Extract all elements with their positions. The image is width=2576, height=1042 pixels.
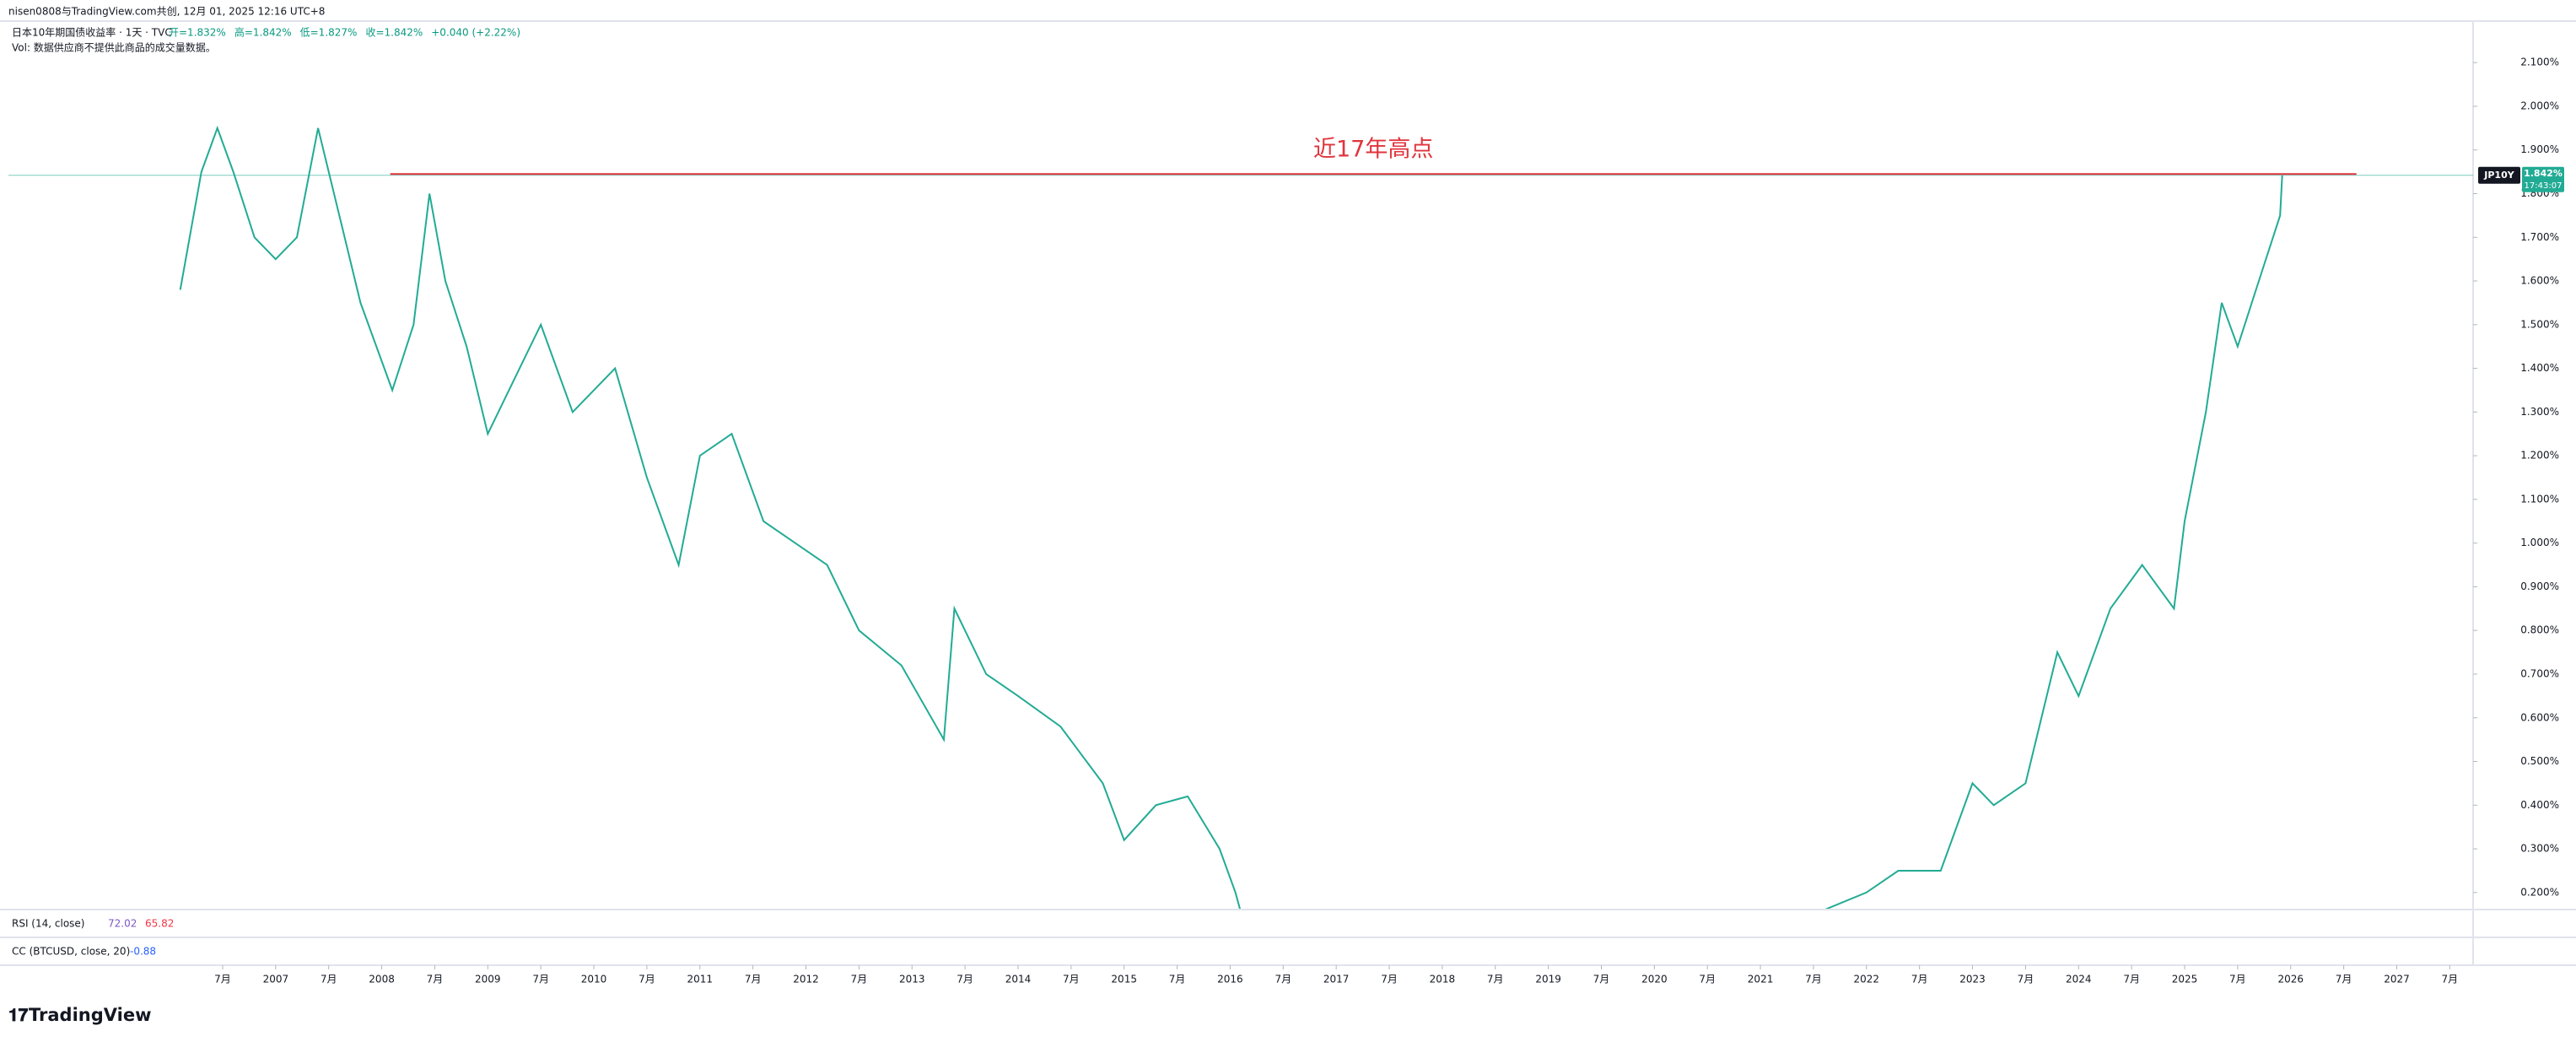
x-tick-label: 2007 [263, 974, 289, 985]
x-tick-label: 2015 [1111, 974, 1137, 985]
y-tick-label: 1.300% [2520, 406, 2559, 418]
x-tick-label: 7月 [745, 974, 762, 985]
x-tick-label: 2024 [2066, 974, 2092, 985]
x-tick-label: 2011 [687, 974, 713, 985]
y-tick-label: 2.100% [2520, 57, 2559, 68]
y-tick-label: 1.400% [2520, 362, 2559, 374]
x-tick-label: 7月 [427, 974, 444, 985]
x-tick-label: 7月 [1487, 974, 1504, 985]
x-tick-label: 2027 [2384, 974, 2410, 985]
x-tick-label: 2018 [1430, 974, 1456, 985]
plot-area [8, 125, 2473, 909]
y-tick-label: 1.200% [2520, 450, 2559, 462]
x-tick-label: 2017 [1323, 974, 1350, 985]
rsi-value: 65.82 [145, 918, 174, 930]
y-tick-label: 0.600% [2520, 711, 2559, 723]
symbol-tag-text: JP10Y [2483, 170, 2514, 181]
y-tick-label: 0.200% [2520, 886, 2559, 898]
x-tick-label: 2010 [581, 974, 607, 985]
symbol-tag [2478, 166, 2520, 184]
x-tick-label: 2008 [369, 974, 395, 985]
price-tag [2522, 166, 2564, 192]
x-tick-label: 2021 [1748, 974, 1774, 985]
x-tick-label: 7月 [1805, 974, 1822, 985]
x-tick-label: 2014 [1005, 974, 1032, 985]
y-tick-label: 0.900% [2520, 580, 2559, 592]
x-tick-label: 2016 [1217, 974, 1243, 985]
x-tick-label: 2025 [2172, 974, 2198, 985]
ohlc-item: 收=1.842% [365, 27, 423, 39]
ohlc-item: 低=1.827% [300, 27, 358, 39]
rsi-name: RSI (14, close) [12, 918, 84, 930]
symbol: 日本10年期国债收益率 · 1天 · TVC [12, 26, 172, 39]
x-tick-label: 7月 [1699, 974, 1716, 985]
x-tick-label: 7月 [1911, 974, 1928, 985]
x-tick-label: 7月 [1593, 974, 1610, 985]
x-tick-label: 7月 [851, 974, 868, 985]
y-tick-label: 0.500% [2520, 755, 2559, 767]
x-tick-label: 7月 [214, 974, 231, 985]
rsi-value: 72.02 [108, 918, 137, 930]
ohlc-item: 高=1.842% [234, 26, 292, 39]
price-tag-text: 1.842% [2524, 168, 2563, 179]
x-tick-label: 7月 [321, 974, 337, 985]
x-tick-label: 7月 [2123, 974, 2140, 985]
y-tick-label: 0.700% [2520, 667, 2559, 679]
y-tick-label: 1.000% [2520, 537, 2559, 548]
x-tick-label: 7月 [2229, 974, 2246, 985]
x-tick-label: 2009 [475, 974, 501, 985]
y-tick-label: 1.600% [2520, 275, 2559, 287]
y-tick-label: 1.900% [2520, 143, 2559, 155]
x-tick-label: 7月 [2336, 974, 2352, 985]
x-tick-label: 7月 [2442, 974, 2459, 985]
x-tick-label: 7月 [532, 974, 549, 985]
cc-value: -0.88 [130, 946, 156, 958]
credit: nisen0808与TradingView.com共创, 12月 01, 202… [8, 6, 325, 18]
y-tick-label: 0.400% [2520, 799, 2559, 811]
x-tick-label: 2013 [899, 974, 925, 985]
countdown-text: 17:43:07 [2525, 181, 2563, 191]
y-tick-label: 0.300% [2520, 843, 2559, 855]
x-tick-label: 2012 [793, 974, 819, 985]
x-tick-label: 7月 [1275, 974, 1291, 985]
annotation-text: 近17年高点 [1313, 137, 1433, 163]
x-tick-label: 7月 [1063, 974, 1080, 985]
x-tick-label: 2020 [1641, 974, 1668, 985]
logo-mark: 𝟏𝟕 [8, 1005, 29, 1025]
y-tick-label: 0.800% [2520, 624, 2559, 636]
y-tick-label: 1.700% [2520, 231, 2559, 243]
x-tick-label: 7月 [2018, 974, 2034, 985]
x-tick-label: 7月 [957, 974, 973, 985]
x-tick-label: 2022 [1854, 974, 1880, 985]
y-tick-label: 2.000% [2520, 100, 2559, 111]
x-tick-label: 7月 [1381, 974, 1398, 985]
x-tick-label: 2019 [1535, 974, 1561, 985]
price-line [179, 125, 2283, 909]
x-tick-label: 7月 [639, 974, 655, 985]
cc-name: CC (BTCUSD, close, 20) [12, 946, 130, 958]
y-tick-label: 1.100% [2520, 493, 2559, 505]
x-tick-label: 2026 [2277, 974, 2304, 985]
x-tick-label: 7月 [1169, 974, 1186, 985]
volume-note: Vol: 数据供应商不提供此商品的成交量数据。 [12, 41, 216, 54]
y-tick-label: 1.500% [2520, 318, 2559, 330]
x-tick-label: 2023 [1959, 974, 1986, 985]
ohlc-item: +0.040 (+2.22%) [431, 27, 520, 39]
logo: TradingView [29, 1005, 151, 1025]
ohlc-item: 开=1.832% [169, 27, 226, 39]
